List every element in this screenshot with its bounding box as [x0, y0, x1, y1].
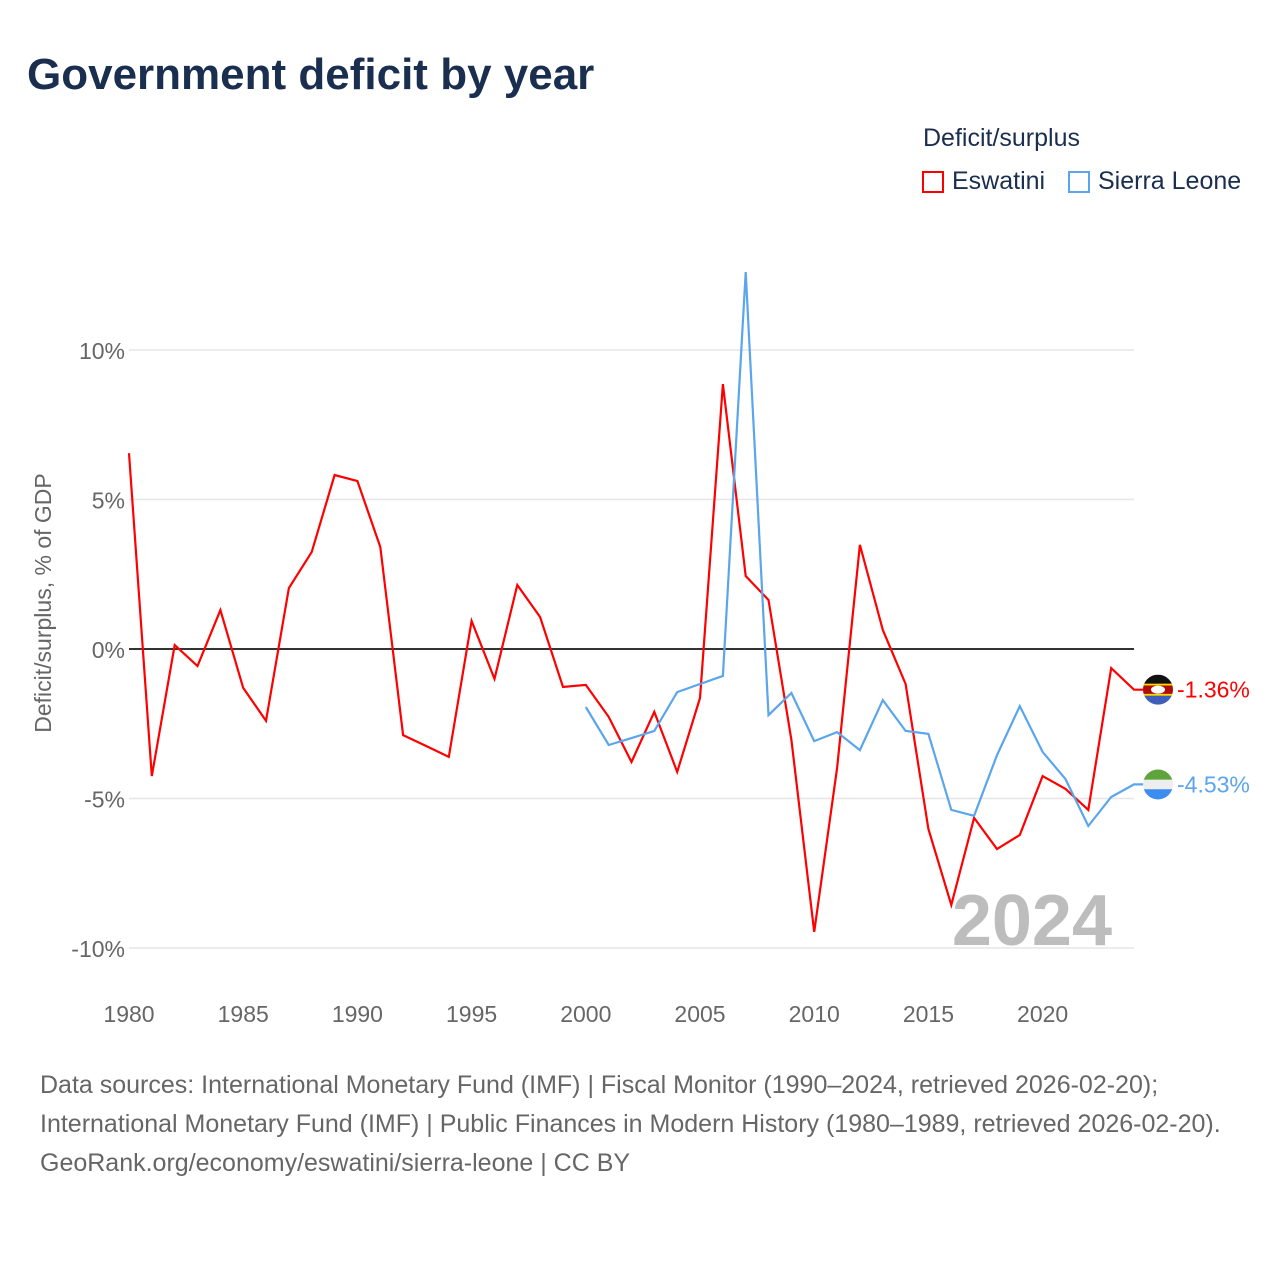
legend-label: Eswatini [952, 167, 1046, 195]
data-sources: Data sources: International Monetary Fun… [40, 1071, 1221, 1138]
x-tick-label: 2020 [1017, 1001, 1068, 1027]
chart-title: Government deficit by year [27, 50, 595, 99]
legend-swatch [922, 170, 944, 193]
chart-plot: 10% 5% 0% -5% -10% 1980 1985 1990 1995 2000 2005 20… [30, 271, 1250, 1027]
y-tick-label: 10% [79, 338, 125, 364]
x-tick-label: 2005 [674, 1001, 725, 1027]
end-value-label: -4.53% [1177, 771, 1250, 797]
legend-title: Deficit/surplus [923, 124, 1080, 152]
series-line-eswatini [127, 383, 1158, 933]
x-tick-label: 2010 [789, 1001, 840, 1027]
source-link[interactable]: GeoRank.org/economy/eswatini/sierra-leon… [40, 1149, 631, 1177]
legend-label: Sierra Leone [1098, 167, 1242, 195]
legend-item-eswatini[interactable]: Eswatini [922, 167, 1045, 196]
footer: Data sources: International Monetary Fun… [40, 1066, 1240, 1183]
x-tick-label: 1985 [218, 1001, 269, 1027]
end-value-label: -1.36% [1177, 677, 1250, 703]
x-tick-label: 2015 [903, 1001, 954, 1027]
x-tick-label: 1980 [103, 1001, 154, 1027]
legend-swatch [1068, 170, 1090, 193]
x-tick-label: 1995 [446, 1001, 497, 1027]
y-tick-label: 5% [92, 488, 125, 514]
y-tick-label: -10% [71, 936, 125, 962]
x-tick-label: 1990 [332, 1001, 383, 1027]
y-axis-label: Deficit/surplus, % of GDP [30, 473, 56, 732]
y-tick-label: -5% [84, 787, 125, 813]
series-line-sierra-leone [584, 271, 1158, 829]
x-tick-label: 2000 [560, 1001, 611, 1027]
eswatini-flag-icon [1143, 674, 1173, 705]
sierra-leone-flag-icon [1143, 769, 1173, 800]
year-watermark: 2024 [952, 881, 1112, 961]
y-tick-label: 0% [92, 637, 125, 663]
legend-item-sierra-leone[interactable]: Sierra Leone [1068, 167, 1241, 196]
